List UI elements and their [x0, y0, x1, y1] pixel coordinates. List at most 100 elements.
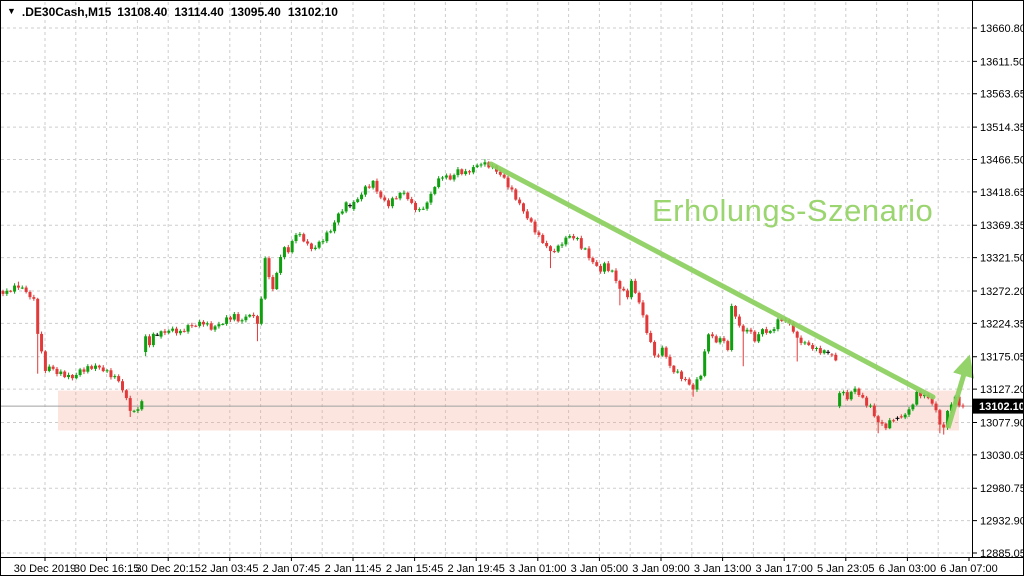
candle-down	[737, 316, 741, 326]
candle-down	[726, 341, 730, 351]
ohlc-high: 13114.40	[174, 5, 224, 19]
candle-down	[645, 315, 649, 333]
candle-down	[753, 331, 757, 342]
y-axis-label[interactable]: 13466.50	[980, 154, 1024, 166]
y-axis-label[interactable]: 13369.35	[980, 220, 1024, 232]
y-axis-label[interactable]: 13077.90	[980, 417, 1024, 429]
candle-up	[282, 247, 286, 257]
candle-down	[791, 323, 795, 332]
x-axis-label[interactable]: 3 Jan 01:00	[509, 563, 567, 575]
candle-up	[298, 234, 302, 236]
trend-arrow[interactable]	[945, 354, 975, 429]
x-axis-label[interactable]: 5 Jan 23:05	[817, 563, 875, 575]
candle-down	[43, 351, 47, 371]
candle-up	[398, 192, 402, 199]
candle-up	[629, 280, 633, 298]
candle-up	[402, 192, 406, 194]
candle-up	[803, 342, 807, 344]
y-axis-label[interactable]: 12885.05	[980, 548, 1024, 560]
candle-down	[764, 329, 768, 333]
candle-down	[541, 235, 545, 244]
ohlc-close: 13102.10	[287, 5, 338, 19]
candle-down	[506, 177, 510, 188]
candle-up	[888, 420, 892, 429]
x-axis-label[interactable]: 2 Jan 15:45	[386, 563, 444, 575]
candle-down	[818, 348, 822, 354]
candle-down	[194, 325, 198, 327]
symbol-period-label: .DE30Cash,M15	[21, 5, 112, 19]
candle-down	[9, 290, 13, 292]
candle-down	[163, 331, 167, 333]
candle-down	[884, 423, 888, 429]
candle-down	[834, 354, 838, 361]
candle-up	[59, 371, 63, 375]
candle-down	[587, 248, 591, 259]
y-axis-label[interactable]: 13563.65	[980, 89, 1024, 101]
candle-up	[290, 241, 294, 253]
candle-down	[942, 424, 946, 428]
candle-up	[745, 329, 749, 332]
candle-down	[637, 292, 641, 303]
candle-up	[360, 194, 364, 200]
candle-down	[267, 258, 271, 278]
candle-down	[28, 291, 32, 298]
candle-down	[521, 203, 525, 212]
support-zone[interactable]	[58, 390, 959, 431]
y-axis-label[interactable]: 13514.35	[980, 122, 1024, 134]
y-axis-label[interactable]: 12980.75	[980, 483, 1024, 495]
candle-down	[406, 192, 410, 200]
y-axis-label[interactable]: 13127.20	[980, 384, 1024, 396]
candle-down	[641, 302, 645, 316]
candle-up	[814, 348, 818, 350]
trend-line[interactable]	[488, 161, 936, 400]
candle-up	[232, 314, 236, 320]
y-axis-label[interactable]: 13321.50	[980, 253, 1024, 265]
x-axis-label[interactable]: 3 Jan 05:00	[571, 563, 629, 575]
x-axis-label[interactable]: 2 Jan 11:45	[325, 563, 382, 575]
candle-up	[761, 329, 765, 335]
candle-up	[340, 211, 344, 214]
y-axis-label[interactable]: 13030.05	[980, 450, 1024, 462]
candle-up	[703, 351, 707, 376]
x-axis-label[interactable]: 30 Dec 2019	[14, 563, 76, 575]
y-axis-label[interactable]: 13272.20	[980, 286, 1024, 298]
candle-down	[518, 199, 522, 204]
candle-down	[618, 281, 622, 289]
y-axis-label[interactable]: 13418.65	[980, 187, 1024, 199]
x-axis-label[interactable]: 3 Jan 09:00	[632, 563, 690, 575]
candle-up	[105, 370, 109, 372]
x-axis-label[interactable]: 30 Dec 16:15	[74, 563, 139, 575]
candle-up	[699, 375, 703, 380]
x-axis-label[interactable]: 6 Jan 07:00	[940, 563, 998, 575]
candle-up	[225, 317, 229, 324]
candle-down	[101, 367, 105, 372]
candle-up	[263, 258, 267, 299]
y-axis-label[interactable]: 13611.50	[980, 56, 1024, 68]
x-axis-label[interactable]: 3 Jan 17:00	[755, 563, 813, 575]
x-axis-label[interactable]: 2 Jan 03:45	[201, 563, 259, 575]
candle-down	[410, 199, 414, 203]
candle-up	[213, 326, 217, 330]
x-axis-label[interactable]: 2 Jan 19:45	[447, 563, 505, 575]
x-axis-label[interactable]: 2 Jan 07:45	[263, 563, 321, 575]
y-axis-label[interactable]: 13660.80	[980, 23, 1024, 35]
ohlc-open: 13108.40	[117, 5, 168, 19]
x-axis-label[interactable]: 30 Dec 20:15	[135, 563, 200, 575]
y-axis-label[interactable]: 12932.90	[980, 516, 1024, 528]
candle-up	[363, 186, 367, 195]
y-axis-label[interactable]: 13224.35	[980, 318, 1024, 330]
candle-up	[86, 366, 90, 372]
x-axis-label[interactable]: 6 Jan 03:00	[879, 563, 937, 575]
candle-up	[178, 330, 182, 334]
candle-up	[329, 231, 333, 233]
trend-annotation[interactable]: Erholungs-Szenario	[652, 193, 934, 228]
candle-down	[548, 246, 552, 252]
y-axis-label[interactable]: 13175.05	[980, 352, 1024, 364]
candle-down	[880, 422, 884, 424]
candle-down	[892, 420, 896, 422]
candle-down	[306, 241, 310, 244]
candle-down	[722, 338, 726, 342]
x-axis-label[interactable]: 3 Jan 13:00	[694, 563, 752, 575]
